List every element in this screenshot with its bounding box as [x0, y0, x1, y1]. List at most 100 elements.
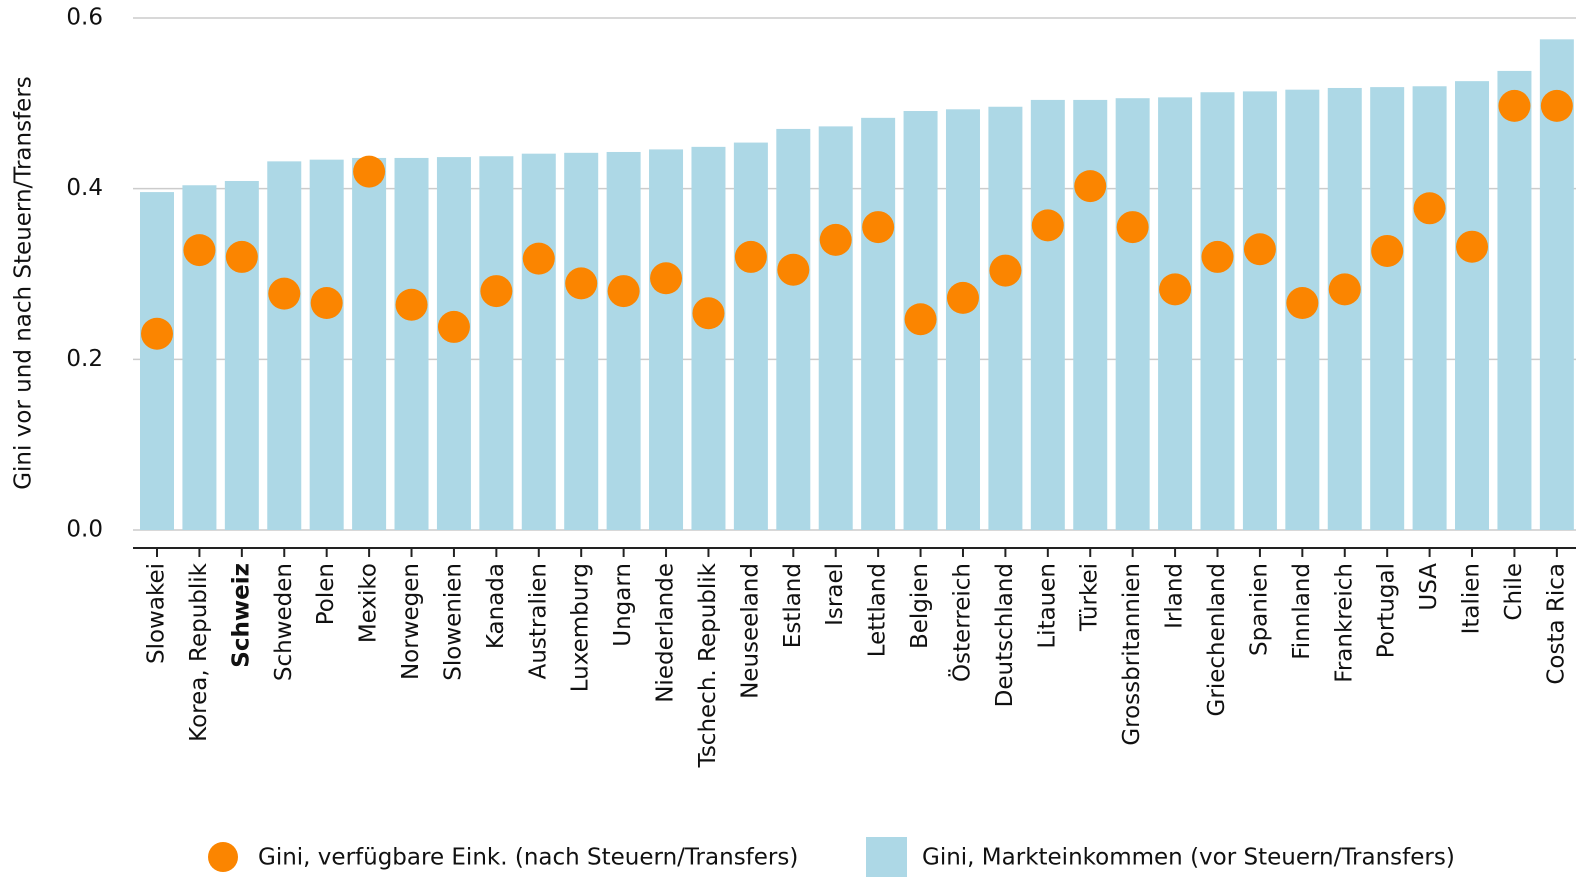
dot: [268, 277, 301, 310]
dot: [1286, 287, 1319, 320]
dot: [522, 242, 555, 275]
x-tick-label: USA: [1416, 563, 1442, 611]
x-tick-label: Frankreich: [1331, 563, 1357, 683]
bar: [309, 159, 344, 531]
dot: [1371, 234, 1404, 267]
dot: [395, 288, 428, 321]
bar: [1242, 91, 1277, 531]
bar: [224, 180, 259, 530]
dot: [183, 234, 216, 267]
x-tick-label: Luxemburg: [568, 563, 594, 692]
x-tick-label: Österreich: [947, 563, 975, 682]
dot: [607, 275, 640, 308]
bar: [1115, 98, 1150, 531]
dot: [353, 155, 386, 188]
legend-swatch: [866, 837, 907, 877]
dot: [692, 297, 725, 330]
dot: [946, 281, 979, 314]
x-tick-label: Slowakei: [144, 563, 170, 664]
x-tick-label: Deutschland: [992, 563, 1018, 707]
dot: [141, 317, 173, 350]
x-tick-label: Israel: [822, 563, 848, 626]
dot: [1159, 273, 1192, 306]
legend-dot: [208, 842, 238, 872]
dot: [819, 223, 852, 256]
bar: [1412, 86, 1447, 531]
x-tick-label: Griechenland: [1204, 563, 1230, 716]
bar: [861, 117, 896, 530]
x-tick-label: Neuseeland: [737, 563, 763, 699]
x-tick-label: Mexiko: [356, 563, 382, 643]
dot: [1201, 240, 1234, 273]
dot: [1328, 273, 1361, 306]
bar: [1200, 92, 1235, 531]
x-tick-label: Litauen: [1034, 563, 1060, 649]
dot: [1074, 170, 1107, 203]
bar: [436, 157, 471, 531]
dot: [1243, 233, 1276, 266]
dot: [1498, 89, 1531, 122]
x-tick-label: Schweiz: [228, 563, 254, 668]
bar: [1497, 70, 1532, 530]
x-tick-label: Belgien: [907, 563, 933, 649]
bar: [479, 156, 514, 531]
dot: [1031, 209, 1064, 242]
x-tick-label: Türkei: [1077, 563, 1103, 632]
dot: [650, 262, 683, 295]
x-tick-label: Kanada: [483, 563, 509, 649]
x-tick-label: Chile: [1501, 563, 1527, 621]
bar: [1455, 81, 1490, 530]
dot: [437, 310, 470, 343]
dot: [904, 303, 937, 336]
x-tick-label: Tschech. Republik: [695, 562, 721, 768]
x-tick-label: Estland: [780, 563, 806, 648]
dot: [1116, 211, 1149, 244]
x-tick-label: Ungarn: [610, 563, 636, 647]
dot: [1540, 89, 1573, 122]
legend-label: Gini, Markteinkommen (vor Steuern/Transf…: [922, 845, 1455, 871]
bar: [691, 146, 726, 530]
x-tick-label: Polen: [313, 563, 339, 625]
bar: [394, 157, 429, 531]
x-tick-label: Portugal: [1374, 563, 1400, 658]
bar: [564, 152, 599, 530]
bar: [606, 151, 641, 530]
x-tick-label: Costa Rica: [1543, 563, 1569, 685]
bar: [733, 142, 768, 530]
bar: [521, 153, 556, 530]
x-tick-label: Korea, Republik: [186, 562, 212, 741]
x-tick-label: Australien: [525, 563, 551, 679]
x-tick-label: Niederlande: [653, 563, 679, 703]
bar: [818, 126, 853, 530]
bar: [267, 161, 302, 531]
x-tick-label: Irland: [1162, 563, 1188, 629]
bar: [988, 106, 1023, 530]
y-tick-label: 0.2: [66, 346, 103, 372]
y-axis-label: Gini vor und nach Steuern/Transfers: [11, 76, 37, 490]
bar: [1158, 97, 1193, 531]
y-tick-label: 0.4: [66, 175, 103, 201]
y-tick-label: 0.6: [66, 5, 103, 31]
dot: [777, 253, 810, 286]
legend-label: Gini, verfügbare Eink. (nach Steuern/Tra…: [258, 845, 798, 871]
dot: [310, 287, 343, 320]
dot: [862, 211, 895, 244]
x-tick-label: Norwegen: [398, 563, 424, 680]
dot: [1456, 230, 1489, 263]
bar: [945, 109, 980, 530]
x-tick-label: Lettland: [865, 563, 891, 657]
dot: [480, 275, 513, 308]
dot: [225, 240, 258, 273]
x-tick-label: Slowenien: [440, 563, 466, 681]
bar: [776, 128, 811, 530]
dot: [734, 240, 767, 273]
x-tick-label: Schweden: [271, 563, 297, 681]
x-tick-label: Finnland: [1289, 563, 1315, 660]
x-tick-label: Italien: [1459, 563, 1485, 634]
bar: [649, 149, 684, 530]
bar: [1030, 99, 1065, 531]
bar: [1327, 87, 1362, 531]
x-tick-label: Spanien: [1246, 563, 1272, 656]
dot: [1413, 192, 1446, 225]
